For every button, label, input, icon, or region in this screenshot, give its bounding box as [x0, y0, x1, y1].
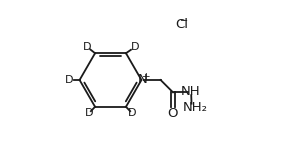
Text: D: D: [128, 108, 137, 118]
Text: D: D: [83, 42, 92, 52]
Text: O: O: [168, 107, 178, 120]
Text: D: D: [65, 75, 74, 85]
Text: NH₂: NH₂: [183, 101, 208, 114]
Text: N: N: [138, 73, 148, 86]
Text: D: D: [131, 42, 139, 52]
Text: Cl: Cl: [176, 18, 188, 31]
Text: D: D: [84, 108, 93, 118]
Text: −: −: [180, 16, 188, 26]
Text: NH: NH: [181, 85, 200, 98]
Text: +: +: [142, 72, 151, 81]
